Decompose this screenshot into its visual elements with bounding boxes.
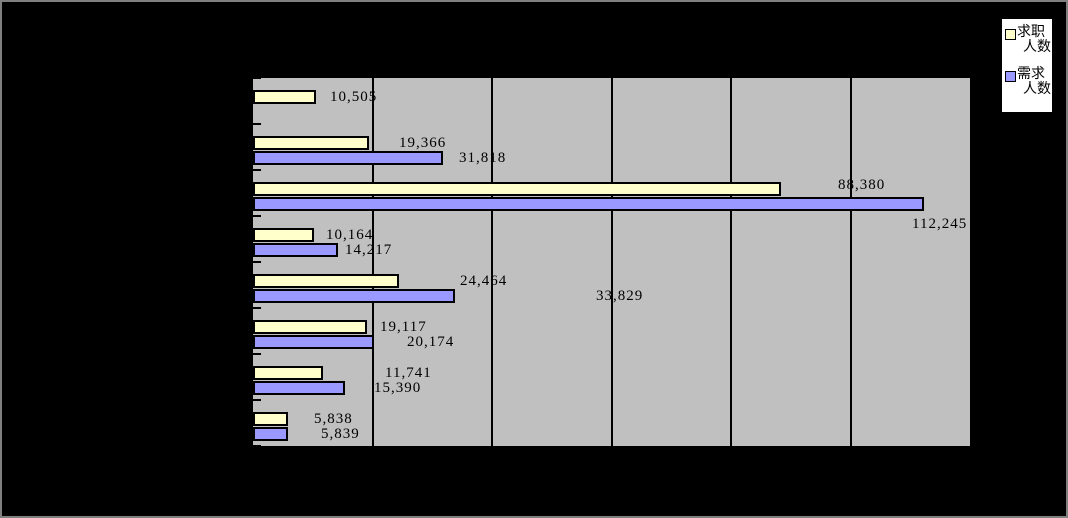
bar-value-label: 19,117 (380, 319, 427, 335)
bar-value-label: 24,464 (460, 273, 508, 289)
axis-tick (253, 353, 261, 355)
legend: 求职人数 需求人数 (1001, 18, 1053, 113)
gridline (730, 78, 732, 446)
axis-tick (253, 77, 261, 79)
bar-jobseekers (253, 90, 316, 104)
bar-value-label: 5,839 (321, 426, 360, 442)
bar-value-label: 15,390 (374, 380, 422, 396)
gridline (850, 78, 852, 446)
bar-demand (253, 151, 444, 165)
plot-area: 10,505 19,366 88,380 10,164 24,464 19,117 11,7… (251, 76, 972, 448)
bar-jobseekers (253, 412, 288, 426)
bar-value-label: 10,164 (326, 227, 374, 243)
bar-demand (253, 381, 345, 395)
legend-swatch-jobseekers (1005, 29, 1016, 40)
legend-item-jobseekers: 求职人数 (1005, 25, 1052, 55)
bar-demand (253, 335, 374, 349)
bar-value-label: 14,217 (345, 242, 393, 258)
bar-demand (253, 243, 338, 257)
bar-jobseekers (253, 182, 782, 196)
bar-jobseekers (253, 228, 314, 242)
axis-tick (253, 123, 261, 125)
gridline (491, 78, 493, 446)
bar-value-label: 112,245 (912, 216, 968, 232)
bar-demand (253, 197, 924, 211)
bar-value-label: 88,380 (838, 177, 886, 193)
legend-item-demand: 需求人数 (1005, 67, 1052, 97)
legend-swatch-demand (1005, 71, 1016, 82)
bar-value-label: 31,818 (459, 150, 507, 166)
bar-value-label: 10,505 (330, 89, 378, 105)
bar-value-label: 20,174 (407, 334, 455, 350)
bar-value-label: 5,838 (314, 411, 353, 427)
legend-label-jobseekers: 求职人数 (1017, 25, 1051, 55)
axis-tick (253, 215, 261, 217)
axis-tick (253, 307, 261, 309)
bar-demand (253, 427, 288, 441)
axis-tick (253, 399, 261, 401)
bar-demand (253, 289, 456, 303)
axis-tick (253, 445, 261, 447)
bar-value-label: 19,366 (399, 135, 447, 151)
bar-jobseekers (253, 320, 368, 334)
bar-value-label: 33,829 (596, 288, 644, 304)
axis-tick (253, 261, 261, 263)
gridline (611, 78, 613, 446)
gridline (372, 78, 374, 446)
bar-jobseekers (253, 136, 369, 150)
bar-jobseekers (253, 366, 324, 380)
axis-tick (253, 169, 261, 171)
bar-jobseekers (253, 274, 400, 288)
bar-value-label: 11,741 (385, 365, 432, 381)
legend-label-demand: 需求人数 (1017, 67, 1051, 97)
